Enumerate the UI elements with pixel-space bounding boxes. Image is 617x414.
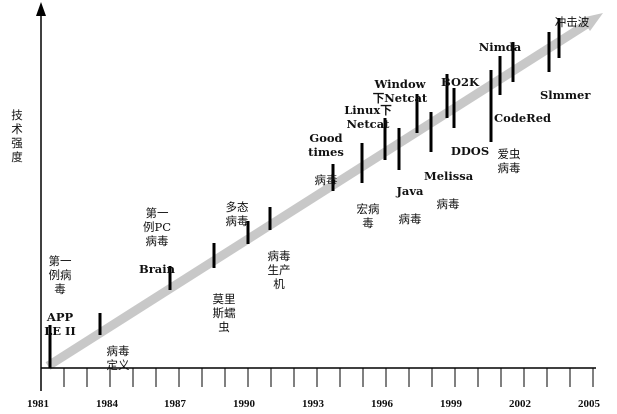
x-tick-1990: 1990 [233, 398, 255, 410]
event-label-nimda: Nimda [478, 40, 522, 54]
trend-arrow-head [581, 13, 603, 31]
x-tick-1996: 1996 [371, 398, 393, 410]
event-label-morris-worm: 莫里 斯蠕 虫 [212, 292, 236, 334]
x-tick-1999: 1999 [440, 398, 462, 410]
x-axis-ticks [63, 368, 594, 387]
event-label-love-bug-virus: 爱虫 病毒 [497, 147, 521, 175]
event-label-good-times-virus: Good times 病毒 [308, 131, 344, 187]
event-label-windows-netcat: Window 下Netcat [372, 77, 428, 105]
event-label-shockwave: 冲击波 [554, 15, 590, 29]
event-markers [48, 18, 561, 368]
event-label-melissa-virus: Melissa 病毒 [424, 169, 474, 211]
event-label-ddos: DDOS [450, 144, 490, 158]
y-axis-arrow [36, 2, 46, 16]
x-tick-2005: 2005 [578, 398, 600, 410]
event-label-virus-generator: 病毒 生产 机 [267, 249, 291, 291]
x-tick-1993: 1993 [302, 398, 324, 410]
event-label-first-virus-apple2: 第一 例病 毒 APP LE II [44, 254, 76, 338]
x-tick-1987: 1987 [164, 398, 186, 410]
y-axis-label: 技术强度 [11, 108, 23, 164]
event-label-java-virus: Java 病毒 [396, 184, 424, 226]
event-label-virus-definition: 病毒 定义 [106, 344, 130, 372]
event-label-codered: CodeRed [494, 111, 552, 125]
x-tick-2002: 2002 [509, 398, 531, 410]
x-tick-1984: 1984 [96, 398, 118, 410]
x-tick-1981: 1981 [27, 398, 49, 410]
event-label-bo2k: BO2K [441, 75, 479, 89]
event-label-first-pc-virus-brain: 第一 例PC 病毒 Brain [139, 206, 175, 276]
event-label-macro-virus: 宏病 毒 [356, 202, 380, 230]
trend-arrow-shaft [45, 20, 590, 370]
event-label-linux-netcat: Linux下 Netcat [344, 103, 392, 131]
event-label-slammer: Slmmer [540, 88, 591, 102]
event-label-polymorphic-virus: 多态 病毒 [225, 200, 249, 228]
